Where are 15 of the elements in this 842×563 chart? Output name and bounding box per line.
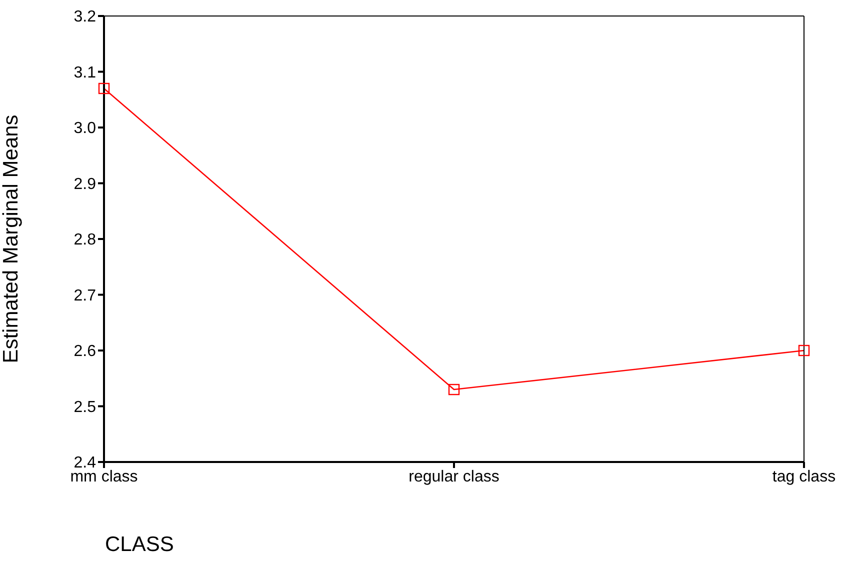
y-tick-label: 2.6 <box>74 343 96 360</box>
point <box>98 82 110 94</box>
y-axis-title: Estimated Marginal Means <box>0 114 22 364</box>
y-tick-label: 2.7 <box>74 287 96 304</box>
x-axis-title: CLASS <box>105 533 174 557</box>
point <box>448 384 460 396</box>
x-tick-label: regular class <box>408 468 500 486</box>
y-tick-label: 3.0 <box>74 120 96 138</box>
y-tick-label: 2.9 <box>74 176 96 193</box>
y-tick-label: 2.5 <box>74 398 96 416</box>
x-tick-label: tag class <box>772 468 836 486</box>
point <box>798 344 810 356</box>
y-tick-label: 3.1 <box>74 64 96 82</box>
y-tick-label: 3.2 <box>74 8 96 26</box>
y-tick-label: 2.8 <box>74 232 96 249</box>
